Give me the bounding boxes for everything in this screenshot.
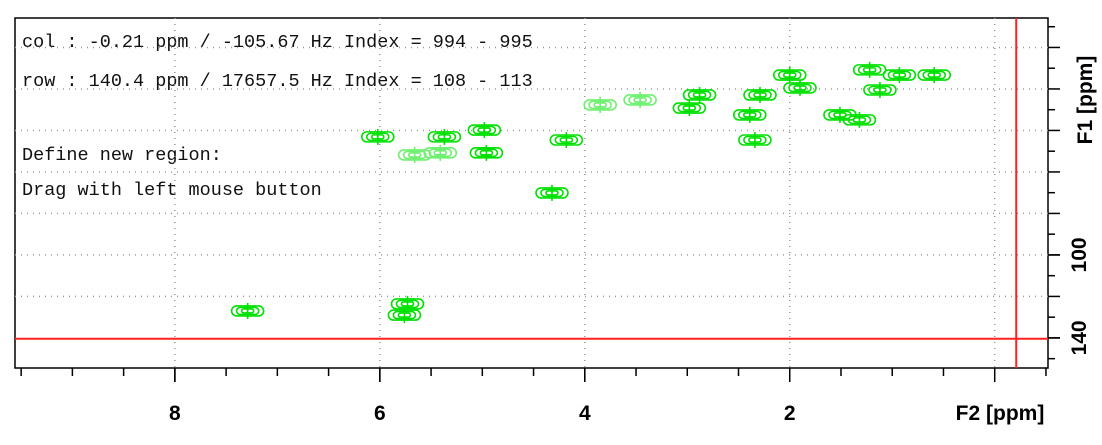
peak [882, 67, 917, 84]
x-tick-label: 8 [169, 402, 181, 425]
peak [842, 111, 877, 128]
peak [387, 307, 422, 324]
x-tick-label: 6 [374, 402, 386, 425]
plot-frame [14, 17, 1049, 369]
peak [549, 131, 584, 148]
peak [863, 81, 897, 98]
peak [623, 91, 657, 108]
peak [423, 144, 458, 161]
peak [467, 122, 502, 139]
peak [427, 128, 462, 145]
peak [390, 295, 425, 312]
x-tick-label: 2 [784, 402, 796, 425]
y-axis-label: F1 [ppm] [1074, 56, 1097, 145]
peak [783, 79, 817, 96]
peak [360, 128, 395, 145]
y-tick-label: 140 [1068, 320, 1091, 355]
peak [230, 302, 265, 319]
info-line: col : -0.21 ppm / -105.67 Hz Index = 994… [22, 32, 533, 53]
info-line: Define new region: [22, 145, 222, 166]
peak [469, 144, 504, 161]
peak [852, 61, 887, 78]
peak [583, 96, 617, 113]
peak [682, 86, 717, 103]
info-line: row : 140.4 ppm / 17657.5 Hz Index = 108… [22, 71, 533, 92]
peak [738, 131, 772, 148]
peak [732, 106, 767, 123]
peak [917, 67, 952, 84]
peak [535, 184, 569, 201]
x-axis-label: F2 [ppm] [956, 402, 1045, 425]
y-tick-label: 100 [1068, 237, 1091, 272]
peak [672, 100, 707, 117]
peak [743, 86, 777, 103]
peak [772, 67, 807, 84]
x-tick-label: 4 [579, 402, 591, 425]
info-line: Drag with left mouse button [22, 180, 322, 201]
